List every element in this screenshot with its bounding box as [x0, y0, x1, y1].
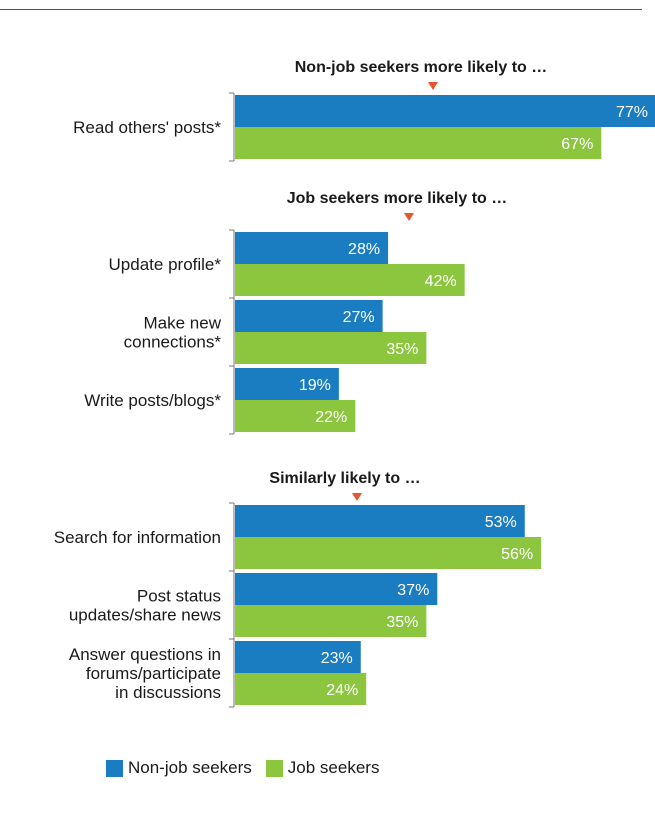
bar-2-0-0 — [235, 505, 525, 537]
group-marker-2 — [352, 493, 362, 501]
legend-label-non-job-seekers: Non-job seekers — [128, 758, 252, 777]
bar-2-0-1 — [235, 537, 542, 569]
value-label-0-0-1: 67% — [561, 136, 593, 153]
group-marker-1 — [404, 213, 414, 221]
value-label-2-0-1: 56% — [501, 546, 533, 563]
group-heading-2: Similarly likely to … — [269, 470, 420, 487]
value-label-2-2-1: 24% — [326, 682, 358, 699]
group-heading-0: Non-job seekers more likely to … — [295, 59, 548, 76]
group-heading-1: Job seekers more likely to … — [287, 190, 508, 207]
value-label-2-0-0: 53% — [485, 514, 517, 531]
bar-1-0-0 — [235, 232, 389, 264]
top-rule — [0, 9, 642, 10]
value-label-1-0-1: 42% — [425, 273, 457, 290]
bar-1-0-1 — [235, 264, 465, 296]
category-label-line: Update profile* — [109, 255, 222, 274]
bar-2-1-0 — [235, 573, 438, 605]
category-label-line: updates/share news — [69, 606, 221, 625]
bar-1-2-0 — [235, 368, 339, 400]
value-label-2-1-0: 37% — [397, 582, 429, 599]
value-label-1-2-1: 22% — [315, 409, 347, 426]
value-label-1-2-0: 19% — [299, 377, 331, 394]
bar-0-0-0 — [235, 95, 655, 127]
category-label-line: Answer questions in — [69, 645, 221, 664]
value-label-1-1-1: 35% — [386, 341, 418, 358]
legend-label-job-seekers: Job seekers — [287, 758, 380, 777]
category-label-line: Make new — [144, 314, 222, 333]
bar-1-1-0 — [235, 300, 383, 332]
value-label-2-1-1: 35% — [386, 614, 418, 631]
bar-2-2-1 — [235, 673, 367, 705]
bar-2-2-0 — [235, 641, 361, 673]
category-label-line: in discussions — [115, 683, 221, 702]
category-label-1-0: Update profile* — [109, 255, 222, 274]
category-label-2-0: Search for information — [54, 528, 221, 547]
category-label-line: connections* — [124, 333, 222, 352]
group-marker-0 — [428, 82, 438, 90]
value-label-2-2-0: 23% — [321, 650, 353, 667]
category-label-2-1: Post status updates/share news — [69, 587, 221, 625]
category-label-line: forums/participate — [86, 664, 221, 683]
bar-0-0-1 — [235, 127, 602, 159]
category-label-line: Write posts/blogs* — [84, 391, 221, 410]
legend: Non-job seekers Job seekers — [106, 758, 393, 778]
bar-2-1-1 — [235, 605, 427, 637]
category-label-0-0: Read others' posts* — [73, 118, 221, 137]
value-label-1-1-0: 27% — [343, 309, 375, 326]
category-label-line: Read others' posts* — [73, 118, 221, 137]
category-label-1-2: Write posts/blogs* — [84, 391, 221, 410]
category-label-line: Post status — [137, 587, 221, 606]
bar-1-2-1 — [235, 400, 356, 432]
value-label-0-0-0: 77% — [616, 104, 648, 121]
legend-swatch-non-job-seekers — [106, 759, 123, 777]
legend-item-non-job-seekers: Non-job seekers — [106, 758, 252, 778]
legend-item-job-seekers: Job seekers — [265, 758, 380, 778]
value-label-1-0-0: 28% — [348, 241, 380, 258]
legend-swatch-job-seekers — [265, 759, 283, 777]
category-label-line: Search for information — [54, 528, 221, 547]
category-label-1-1: Make new connections* — [124, 314, 222, 352]
chart: Non-job seekers more likely to … 77% 67% Re… — [54, 59, 655, 708]
category-label-2-2: Answer questions in forums/participate in … — [69, 645, 221, 702]
bar-1-1-1 — [235, 332, 427, 364]
